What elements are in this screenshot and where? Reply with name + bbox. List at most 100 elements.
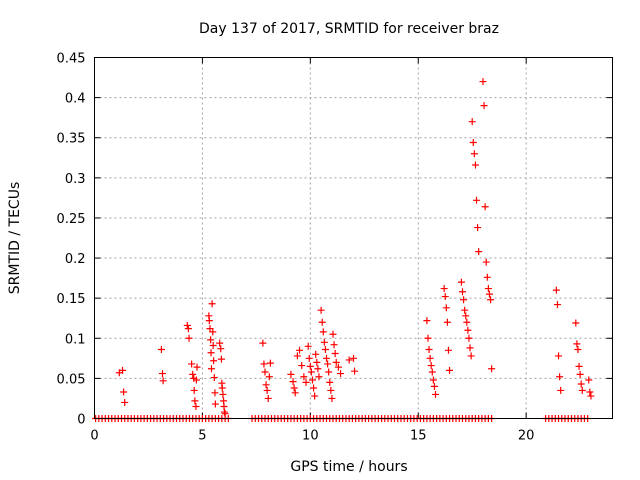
y-tick-label: 0 [77, 413, 85, 428]
chart-title: Day 137 of 2017, SRMTID for receiver bra… [199, 21, 499, 37]
data-point [458, 288, 466, 296]
data-point [293, 352, 301, 360]
data-point [315, 373, 323, 381]
data-point [460, 296, 468, 304]
data-point [207, 336, 215, 344]
data-point [425, 346, 433, 354]
data-point [313, 358, 321, 366]
data-point [190, 386, 198, 394]
data-point [469, 139, 477, 147]
data-point [305, 354, 313, 362]
data-point [474, 224, 482, 232]
x-tick-label: 10 [302, 429, 319, 444]
data-point [576, 370, 584, 378]
data-point [121, 398, 129, 406]
data-point [209, 341, 217, 349]
data-point [552, 286, 560, 294]
data-point [461, 306, 469, 314]
data-point [468, 118, 476, 126]
data-point [463, 318, 471, 326]
y-tick-label: 0.2 [65, 252, 86, 267]
data-point [480, 102, 488, 110]
data-point [157, 346, 165, 354]
data-point [324, 360, 332, 368]
data-point [319, 328, 327, 336]
x-tick-label: 0 [90, 429, 98, 444]
data-point [259, 339, 267, 347]
data-point [205, 317, 213, 325]
data-point [217, 355, 225, 363]
y-tick-label: 0.3 [65, 172, 86, 187]
data-point [446, 366, 454, 374]
data-point [557, 386, 565, 394]
data-point [289, 378, 297, 386]
data-point [427, 362, 435, 370]
data-point [208, 300, 216, 308]
data-point [578, 386, 586, 394]
data-point [332, 358, 340, 366]
data-point [423, 317, 431, 325]
data-point [470, 150, 478, 158]
data-point [555, 352, 563, 360]
data-point [442, 304, 450, 312]
data-point [484, 285, 492, 293]
y-tick-label: 0.15 [57, 292, 86, 307]
data-point [302, 378, 310, 386]
data-point [553, 301, 561, 309]
data-point [119, 366, 127, 374]
data-point [264, 394, 272, 402]
data-point [304, 342, 312, 350]
y-tick-label: 0.45 [57, 52, 86, 67]
data-point [479, 78, 487, 86]
data-point [345, 356, 353, 364]
data-point [211, 389, 219, 397]
data-point [262, 381, 270, 389]
y-tick-label: 0.35 [57, 132, 86, 147]
data-point [440, 285, 448, 293]
data-point [291, 389, 299, 397]
data-point [193, 363, 201, 371]
data-point [263, 386, 271, 394]
data-point [185, 334, 193, 342]
data-point [120, 388, 128, 396]
data-point [430, 382, 438, 390]
data-point [429, 376, 437, 384]
data-point [300, 373, 308, 381]
data-point [432, 390, 440, 398]
data-point [426, 354, 434, 362]
data-point [211, 400, 219, 408]
data-point [351, 367, 359, 375]
data-point [331, 350, 339, 358]
data-point [428, 368, 436, 376]
data-point [290, 384, 298, 392]
axis-ticks [94, 57, 613, 419]
x-axis-label: GPS time / hours [290, 459, 407, 475]
data-points [92, 78, 595, 422]
data-point [265, 373, 273, 381]
data-point [487, 296, 495, 304]
data-point [572, 319, 580, 327]
data-point [207, 349, 215, 357]
data-point [320, 338, 328, 346]
data-point [184, 325, 192, 333]
data-point [210, 374, 218, 382]
x-tick-labels: 0 5 10 15 20 [90, 429, 534, 444]
data-point [321, 346, 329, 354]
data-point [218, 384, 226, 392]
data-point [209, 328, 217, 336]
data-point [462, 312, 470, 320]
data-point [318, 318, 326, 326]
data-point [189, 370, 197, 378]
data-point [326, 378, 334, 386]
data-point [260, 360, 268, 368]
data-point [306, 362, 314, 370]
data-point [296, 346, 304, 354]
data-point [337, 370, 345, 378]
y-tick-label: 0.1 [65, 332, 86, 347]
data-point [311, 392, 319, 400]
x-tick-label: 15 [410, 429, 427, 444]
data-point [464, 326, 472, 334]
data-point [465, 334, 473, 342]
y-tick-labels: 0 0.05 0.1 0.15 0.2 0.25 0.3 0.35 0.4 0.45 [57, 52, 86, 428]
